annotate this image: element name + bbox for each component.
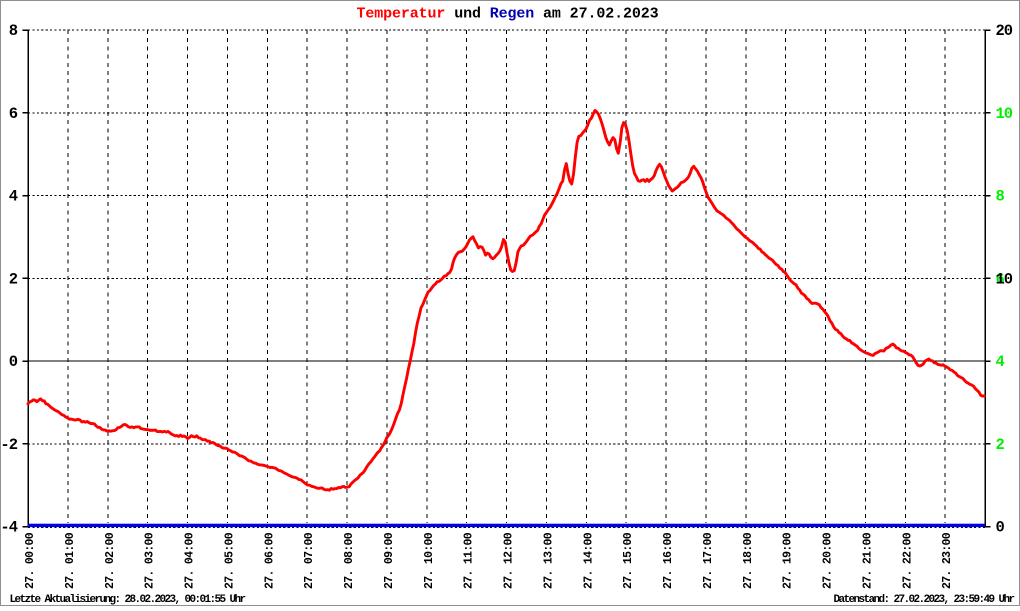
svg-text:27. 14:00: 27. 14:00: [582, 532, 595, 589]
svg-text:27. 20:00: 27. 20:00: [822, 532, 835, 589]
svg-text:27. 01:00: 27. 01:00: [64, 532, 77, 589]
svg-text:27. 18:00: 27. 18:00: [742, 532, 755, 589]
svg-text:27. 13:00: 27. 13:00: [542, 532, 555, 589]
svg-text:27. 19:00: 27. 19:00: [782, 532, 795, 589]
svg-text:27. 08:00: 27. 08:00: [343, 532, 356, 589]
svg-text:27. 02:00: 27. 02:00: [104, 532, 117, 589]
svg-text:27. 21:00: 27. 21:00: [861, 532, 874, 589]
svg-text:27. 09:00: 27. 09:00: [383, 532, 396, 589]
svg-text:27. 07:00: 27. 07:00: [303, 532, 316, 589]
svg-text:Letzte Aktualisierung: 28.02.2: Letzte Aktualisierung: 28.02.2023, 00:01…: [10, 594, 246, 606]
svg-text:27. 05:00: 27. 05:00: [223, 532, 236, 589]
svg-text:10: 10: [996, 105, 1013, 123]
svg-text:27. 22:00: 27. 22:00: [901, 532, 914, 589]
svg-text:27. 06:00: 27. 06:00: [263, 532, 276, 589]
svg-text:-4: -4: [0, 519, 17, 537]
svg-text:0: 0: [996, 519, 1005, 537]
svg-text:10: 10: [996, 270, 1013, 288]
svg-text:27. 15:00: 27. 15:00: [622, 532, 635, 589]
svg-text:27. 17:00: 27. 17:00: [702, 532, 715, 589]
svg-text:6: 6: [9, 105, 18, 123]
svg-text:27. 04:00: 27. 04:00: [184, 532, 197, 589]
svg-text:6: 6: [996, 270, 1005, 288]
svg-text:20: 20: [996, 22, 1013, 40]
svg-text:Datenstand: 27.02.2023, 23:59:: Datenstand: 27.02.2023, 23:59:49 Uhr: [833, 594, 1014, 606]
svg-text:2: 2: [9, 270, 18, 288]
svg-text:27. 11:00: 27. 11:00: [463, 532, 476, 589]
svg-text:8: 8: [9, 22, 18, 40]
svg-text:2: 2: [996, 436, 1005, 454]
svg-text:27. 12:00: 27. 12:00: [503, 532, 516, 589]
svg-text:4: 4: [996, 353, 1005, 371]
svg-text:4: 4: [9, 188, 18, 206]
svg-text:27. 03:00: 27. 03:00: [144, 532, 157, 589]
svg-text:27. 10:00: 27. 10:00: [423, 532, 436, 589]
svg-text:Temperatur und Regen am 27.02.: Temperatur und Regen am 27.02.2023: [356, 5, 658, 22]
svg-text:27. 23:00: 27. 23:00: [941, 532, 954, 589]
svg-text:0: 0: [9, 353, 18, 371]
svg-text:27. 16:00: 27. 16:00: [662, 532, 675, 589]
svg-text:8: 8: [996, 188, 1005, 206]
svg-text:27. 00:00: 27. 00:00: [24, 532, 37, 589]
svg-text:-2: -2: [0, 436, 17, 454]
